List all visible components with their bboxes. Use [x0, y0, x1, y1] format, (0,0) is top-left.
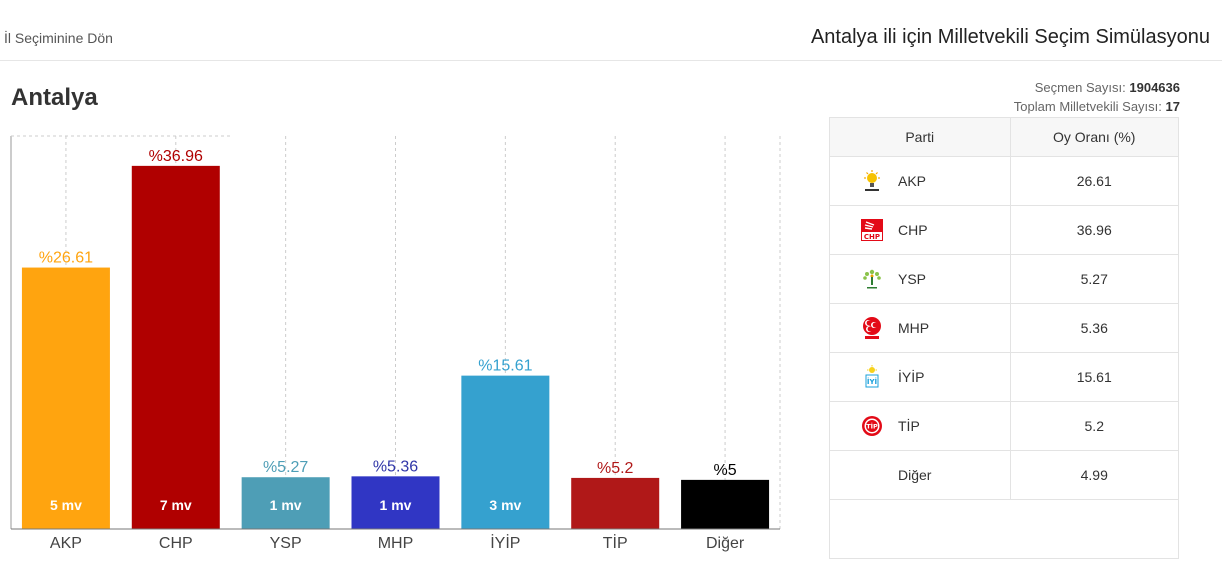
chp-logo-icon: CHP [860, 218, 884, 242]
party-cell: MHP [830, 303, 1011, 353]
bar-akp [21, 267, 110, 529]
seat-label: 7 mv [160, 497, 192, 513]
party-cell: İYİ İYİP [830, 352, 1011, 402]
table-row: CHP CHP 36.96 [830, 205, 1178, 255]
data-label: %26.61 [39, 250, 93, 267]
table-row: TİP TİP 5.2 [830, 401, 1178, 451]
table-row: MHP 5.36 [830, 303, 1178, 353]
svg-text:CHP: CHP [864, 233, 880, 241]
vote-share-bar-chart: %26.61 5 mv AKP %36.96 7 mv CHP %5.27 1 mv YSP %5… [10, 135, 781, 552]
x-tick-label: İYİP [490, 533, 520, 552]
voter-count-line: Seçmen Sayısı: 1904636 [1014, 78, 1180, 97]
data-label: %36.96 [149, 148, 203, 165]
party-name: YSP [898, 270, 927, 287]
back-to-province-link[interactable]: İl Seçiminine Dön [4, 30, 113, 46]
party-cell: TİP TİP [830, 401, 1011, 451]
vote-share-cell: 26.61 [1010, 156, 1178, 206]
city-title: Antalya [11, 84, 98, 111]
svg-text:İYİ: İYİ [867, 377, 877, 386]
seat-count-label: Toplam Milletvekili Sayısı: [1013, 99, 1162, 114]
bar-chp [131, 165, 220, 530]
table-row: YSP 5.27 [830, 254, 1178, 304]
seat-label: 1 mv [270, 497, 302, 513]
bar-i̇yi̇p [461, 375, 550, 529]
voter-count-value: 1904636 [1129, 80, 1180, 95]
akp-logo-icon [860, 169, 884, 193]
x-tick-label: YSP [270, 535, 302, 552]
bar-ysp [241, 477, 330, 529]
column-header-party: Parti [830, 118, 1011, 157]
table-row: Diğer 4.99 [830, 450, 1178, 500]
seat-label: 5 mv [50, 497, 82, 513]
seat-label: 1 mv [380, 497, 412, 513]
ysp-logo-icon [860, 267, 884, 291]
table-row: İYİ İYİP 15.61 [830, 352, 1178, 402]
bar-diğer [681, 479, 770, 529]
column-header-share: Oy Oranı (%) [1010, 118, 1178, 157]
x-tick-label: Diğer [706, 535, 745, 552]
x-tick-label: AKP [50, 535, 82, 552]
summary: Seçmen Sayısı: 1904636 Toplam Milletveki… [1014, 78, 1180, 116]
party-name: AKP [898, 172, 927, 189]
party-cell: Diğer [830, 450, 1011, 500]
party-cell: AKP [830, 156, 1011, 206]
x-tick-label: CHP [159, 535, 193, 552]
party-table: Parti Oy Oranı (%) AKP 26.61 CHP CHP 36.96 YS… [830, 118, 1178, 500]
x-tick-label: TİP [603, 533, 628, 552]
top-bar: İl Seçiminine Dön Antalya ili için Mille… [0, 0, 1222, 61]
page-title: Antalya ili için Milletvekili Seçim Simü… [810, 26, 1210, 48]
party-cell: YSP [830, 254, 1011, 304]
empty-logo-slot [860, 463, 884, 487]
vote-share-cell: 15.61 [1010, 352, 1178, 402]
vote-share-cell: 36.96 [1010, 205, 1178, 255]
svg-text:TİP: TİP [866, 421, 878, 430]
data-label: %15.61 [478, 358, 532, 375]
bar-mhp [351, 476, 440, 529]
data-label: %5.27 [263, 459, 308, 476]
data-label: %5.36 [373, 458, 418, 475]
party-name: TİP [898, 417, 920, 434]
vote-share-cell: 5.2 [1010, 401, 1178, 451]
seat-count-line: Toplam Milletvekili Sayısı: 17 [1014, 97, 1180, 116]
vote-share-cell: 5.36 [1010, 303, 1178, 353]
voter-count-label: Seçmen Sayısı: [1034, 80, 1126, 95]
seat-label: 3 mv [489, 497, 521, 513]
table-header-row: Parti Oy Oranı (%) [830, 118, 1178, 157]
iyip-logo-icon: İYİ [860, 364, 884, 389]
data-label: %5.2 [597, 460, 634, 477]
bar-ti̇p [571, 477, 660, 529]
party-name: MHP [898, 319, 930, 336]
vote-share-cell: 5.27 [1010, 254, 1178, 304]
vote-share-cell: 4.99 [1010, 450, 1178, 500]
tip-logo-icon: TİP [860, 414, 884, 438]
x-tick-label: MHP [378, 535, 414, 552]
data-label: %5 [714, 462, 737, 479]
party-cell: CHP CHP [830, 205, 1011, 255]
party-name: CHP [898, 221, 928, 238]
party-table-container: Parti Oy Oranı (%) AKP 26.61 CHP CHP 36.96 YS… [829, 117, 1179, 559]
party-name: Diğer [898, 466, 932, 483]
seat-count-value: 17 [1165, 99, 1180, 114]
party-name: İYİP [898, 368, 925, 385]
mhp-logo-icon [860, 316, 884, 340]
table-row: AKP 26.61 [830, 156, 1178, 206]
